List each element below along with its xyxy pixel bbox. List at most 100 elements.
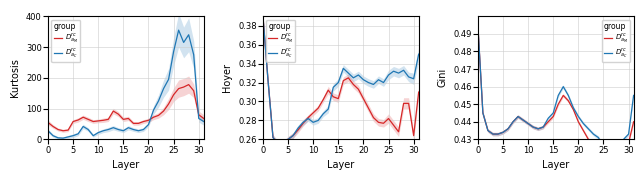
$D^{rc}_{a_C}$: [575, 115, 582, 118]
$D^{rc}_{a_M}$: [120, 118, 127, 121]
$D^{rc}_{a_C}$: [365, 81, 372, 84]
$D^{rc}_{a_M}$: [519, 119, 527, 121]
$D^{rc}_{a_C}$: [274, 143, 282, 145]
$D^{rc}_{a_M}$: [355, 88, 362, 90]
$D^{rc}_{a_M}$: [494, 133, 502, 135]
$D^{rc}_{a_M}$: [330, 96, 337, 98]
$D^{rc}_{a_C}$: [380, 81, 387, 84]
$D^{rc}_{a_C}$: [529, 126, 537, 128]
$D^{rc}_{a_C}$: [180, 41, 188, 44]
$D^{rc}_{a_C}$: [559, 86, 567, 88]
X-axis label: Layer: Layer: [112, 160, 140, 170]
$D^{rc}_{a_C}$: [625, 133, 632, 135]
$D^{rc}_{a_C}$: [125, 127, 132, 129]
$D^{rc}_{a_C}$: [294, 127, 302, 129]
$D^{rc}_{a_C}$: [84, 129, 92, 131]
$D^{rc}_{a_M}$: [349, 83, 357, 86]
$D^{rc}_{a_C}$: [309, 121, 317, 123]
$D^{rc}_{a_C}$: [304, 117, 312, 120]
$D^{rc}_{a_C}$: [349, 77, 357, 79]
$D^{rc}_{a_M}$: [589, 144, 597, 146]
$D^{rc}_{a_C}$: [600, 145, 607, 148]
$D^{rc}_{a_C}$: [269, 136, 277, 139]
$D^{rc}_{a_M}$: [554, 103, 562, 105]
Line: $D^{rc}_{a_C}$: $D^{rc}_{a_C}$: [48, 30, 204, 138]
$D^{rc}_{a_M}$: [400, 102, 408, 104]
$D^{rc}_{a_M}$: [180, 86, 188, 88]
$D^{rc}_{a_M}$: [155, 114, 163, 116]
$D^{rc}_{a_C}$: [524, 123, 532, 125]
$D^{rc}_{a_M}$: [54, 129, 62, 131]
$D^{rc}_{a_C}$: [284, 138, 292, 140]
$D^{rc}_{a_M}$: [540, 126, 547, 128]
Line: $D^{rc}_{a_C}$: $D^{rc}_{a_C}$: [478, 25, 634, 164]
$D^{rc}_{a_M}$: [69, 120, 77, 123]
$D^{rc}_{a_C}$: [330, 86, 337, 88]
$D^{rc}_{a_C}$: [300, 121, 307, 123]
$D^{rc}_{a_C}$: [200, 120, 207, 123]
$D^{rc}_{a_C}$: [60, 137, 67, 139]
$D^{rc}_{a_M}$: [74, 119, 82, 121]
$D^{rc}_{a_C}$: [115, 129, 122, 131]
$D^{rc}_{a_C}$: [479, 112, 486, 114]
$D^{rc}_{a_M}$: [545, 121, 552, 123]
$D^{rc}_{a_C}$: [489, 133, 497, 135]
$D^{rc}_{a_M}$: [84, 118, 92, 121]
$D^{rc}_{a_C}$: [509, 121, 517, 123]
Legend: $D^{rc}_{a_M}$, $D^{rc}_{a_C}$: $D^{rc}_{a_M}$, $D^{rc}_{a_C}$: [602, 20, 630, 62]
$D^{rc}_{a_M}$: [150, 116, 157, 118]
X-axis label: Layer: Layer: [542, 160, 570, 170]
$D^{rc}_{a_C}$: [259, 15, 267, 17]
Line: $D^{rc}_{a_C}$: $D^{rc}_{a_C}$: [263, 16, 419, 144]
$D^{rc}_{a_C}$: [519, 119, 527, 121]
$D^{rc}_{a_M}$: [534, 128, 542, 130]
$D^{rc}_{a_C}$: [155, 100, 163, 102]
$D^{rc}_{a_C}$: [564, 94, 572, 96]
$D^{rc}_{a_C}$: [494, 133, 502, 135]
$D^{rc}_{a_M}$: [370, 117, 378, 119]
$D^{rc}_{a_M}$: [479, 112, 486, 114]
$D^{rc}_{a_C}$: [185, 34, 193, 36]
$D^{rc}_{a_C}$: [99, 130, 107, 132]
$D^{rc}_{a_M}$: [614, 173, 622, 176]
$D^{rc}_{a_C}$: [170, 50, 177, 53]
$D^{rc}_{a_M}$: [319, 98, 327, 101]
$D^{rc}_{a_C}$: [44, 130, 52, 132]
$D^{rc}_{a_C}$: [355, 74, 362, 76]
$D^{rc}_{a_C}$: [474, 24, 482, 26]
$D^{rc}_{a_C}$: [190, 54, 198, 56]
$D^{rc}_{a_C}$: [534, 128, 542, 130]
$D^{rc}_{a_C}$: [610, 158, 618, 160]
$D^{rc}_{a_C}$: [54, 137, 62, 139]
$D^{rc}_{a_C}$: [410, 78, 417, 80]
$D^{rc}_{a_M}$: [570, 108, 577, 111]
$D^{rc}_{a_C}$: [175, 29, 182, 31]
Legend: $D^{rc}_{a_M}$, $D^{rc}_{a_C}$: $D^{rc}_{a_M}$, $D^{rc}_{a_C}$: [51, 20, 80, 62]
$D^{rc}_{a_C}$: [109, 127, 117, 129]
$D^{rc}_{a_M}$: [324, 89, 332, 91]
$D^{rc}_{a_M}$: [64, 129, 72, 131]
$D^{rc}_{a_M}$: [415, 91, 422, 93]
$D^{rc}_{a_C}$: [545, 117, 552, 119]
$D^{rc}_{a_C}$: [360, 79, 367, 81]
Y-axis label: Kurtosis: Kurtosis: [10, 58, 20, 97]
$D^{rc}_{a_M}$: [564, 100, 572, 102]
$D^{rc}_{a_M}$: [380, 122, 387, 124]
$D^{rc}_{a_M}$: [104, 118, 112, 121]
$D^{rc}_{a_M}$: [44, 121, 52, 123]
$D^{rc}_{a_C}$: [595, 136, 602, 139]
Line: $D^{rc}_{a_M}$: $D^{rc}_{a_M}$: [263, 16, 419, 144]
$D^{rc}_{a_C}$: [164, 78, 172, 80]
$D^{rc}_{a_M}$: [385, 117, 392, 120]
$D^{rc}_{a_M}$: [549, 115, 557, 118]
$D^{rc}_{a_C}$: [400, 69, 408, 71]
$D^{rc}_{a_C}$: [484, 129, 492, 132]
$D^{rc}_{a_M}$: [410, 134, 417, 137]
$D^{rc}_{a_M}$: [474, 24, 482, 26]
$D^{rc}_{a_C}$: [134, 130, 142, 132]
$D^{rc}_{a_M}$: [344, 77, 352, 79]
$D^{rc}_{a_M}$: [339, 80, 347, 82]
$D^{rc}_{a_C}$: [195, 117, 203, 119]
$D^{rc}_{a_M}$: [190, 90, 198, 92]
$D^{rc}_{a_C}$: [614, 163, 622, 165]
